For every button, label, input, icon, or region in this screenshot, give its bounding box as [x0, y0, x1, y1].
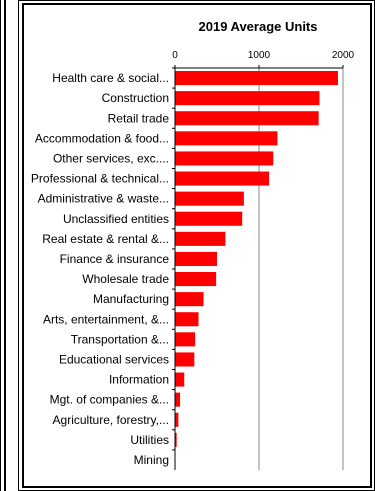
- category-label: Mining: [134, 453, 169, 467]
- x-tick-label: 2000: [332, 50, 355, 61]
- chart-title: 2019 Average Units: [199, 19, 318, 34]
- x-tick-label: 0: [172, 50, 178, 61]
- category-label: Unclassified entities: [63, 212, 169, 226]
- category-label: Administrative & waste...: [38, 192, 169, 206]
- bar: [175, 392, 181, 407]
- bar: [175, 251, 217, 266]
- x-tick-label: 1000: [248, 50, 271, 61]
- bar: [175, 352, 195, 367]
- bar: [175, 372, 185, 387]
- category-label: Real estate & rental &...: [42, 232, 169, 246]
- category-label: Utilities: [130, 433, 169, 447]
- category-label: Finance & insurance: [60, 252, 170, 266]
- category-label: Accommodation & food...: [35, 131, 169, 145]
- category-label: Wholesale trade: [82, 272, 169, 286]
- chart-frame: [22, 3, 372, 488]
- bar: [175, 71, 338, 86]
- bar: [175, 432, 177, 447]
- bar: [175, 131, 278, 146]
- bar: [175, 412, 179, 427]
- category-label: Other services, exc....: [53, 151, 169, 165]
- bar: [175, 272, 217, 287]
- bar: [175, 151, 274, 166]
- category-label: Professional & technical...: [31, 172, 169, 186]
- bar: [175, 191, 244, 206]
- bar: [175, 231, 226, 246]
- category-label: Educational services: [59, 352, 169, 366]
- bar: [175, 292, 204, 307]
- bar: [175, 91, 320, 106]
- category-label: Transportation &...: [71, 332, 169, 346]
- category-label: Information: [109, 373, 169, 387]
- category-label: Agriculture, forestry,...: [53, 413, 169, 427]
- bar: [175, 332, 196, 347]
- bar: [175, 171, 270, 186]
- left-panel-border: [0, 0, 6, 491]
- bar: [175, 211, 243, 226]
- category-label: Manufacturing: [93, 292, 169, 306]
- category-label: Mgt. of companies &...: [50, 393, 169, 407]
- category-label: Arts, entertainment, &...: [43, 312, 169, 326]
- category-label: Health care & social...: [52, 71, 169, 85]
- bar: [175, 312, 199, 327]
- category-label: Construction: [102, 91, 169, 105]
- category-label: Retail trade: [108, 111, 170, 125]
- bar: [175, 111, 319, 126]
